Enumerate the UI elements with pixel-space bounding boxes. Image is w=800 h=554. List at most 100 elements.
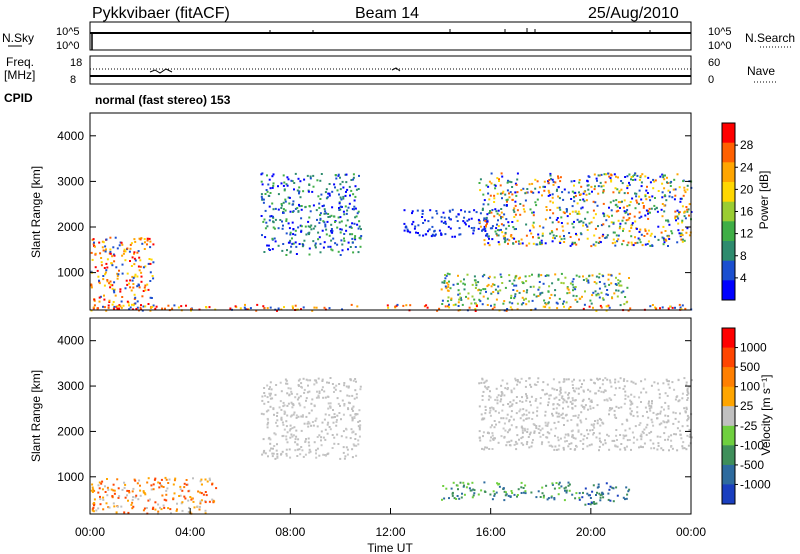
power-echo-cell-0: [314, 244, 317, 247]
velocity-echo-cell-1: [489, 439, 492, 442]
power-echo-cell-0: [323, 241, 326, 244]
velocity-echo-cell-0: [295, 429, 298, 432]
velocity-echo-cell-2: [165, 489, 168, 492]
velocity-cbar-tick-label: 100: [740, 380, 760, 394]
velocity-echo-cell-0: [338, 412, 341, 414]
velocity-echo-cell-1: [650, 384, 653, 387]
velocity-echo-cell-1: [582, 405, 584, 408]
velocity-echo-cell-0: [351, 448, 354, 451]
power-echo-cell-2: [481, 228, 484, 231]
power-cbar-tick-label: 16: [740, 205, 754, 219]
power-echo-cell-2: [686, 184, 689, 187]
power-echo-cell-0: [274, 218, 277, 221]
power-echo-cell-2: [493, 194, 496, 197]
velocity-echo-cell-1: [564, 433, 567, 436]
power-echo-cell-2: [612, 191, 615, 194]
power-echo-cell-2: [547, 194, 550, 197]
power-echo-cell-3: [129, 279, 132, 282]
velocity-echo-cell-0: [321, 421, 324, 424]
power-echo-cell-2: [626, 205, 629, 208]
power-echo-cell-0: [271, 186, 274, 189]
velocity-echo-cell-1: [500, 435, 503, 438]
velocity-echo-cell-1: [650, 418, 653, 421]
power-echo-cell-0: [343, 239, 346, 242]
velocity-echo-cell-1: [524, 385, 527, 388]
power-echo-cell-4: [525, 280, 528, 283]
velocity-echo-cell-1: [558, 404, 561, 407]
velocity-echo-cell-2: [159, 482, 161, 485]
velocity-echo-cell-2: [93, 502, 96, 504]
power-echo-cell-2: [632, 244, 635, 247]
power-echo-cell-3: [113, 260, 116, 263]
velocity-echo-cell-0: [322, 436, 325, 439]
velocity-echo-cell-0: [339, 457, 342, 460]
power-echo-cell-3: [138, 256, 141, 259]
power-echo-cell-3: [114, 236, 117, 239]
velocity-echo-cell-1: [492, 407, 495, 410]
power-echo-cell-0: [345, 212, 348, 215]
power-echo-cell-4: [444, 277, 447, 280]
power-echo-cell-0: [349, 246, 352, 248]
velocity-echo-cell-1: [613, 394, 616, 396]
power-echo-cell-3: [112, 246, 115, 249]
power-echo-cell-2: [557, 175, 559, 178]
power-echo-cell-4: [560, 281, 563, 284]
power-echo-cell-4: [607, 278, 610, 281]
power-echo-cell-2: [615, 199, 618, 202]
velocity-echo-cell-1: [596, 377, 599, 380]
power-echo-cell-2: [563, 237, 566, 240]
velocity-cbar-swatch: [722, 425, 735, 446]
velocity-echo-cell-1: [495, 387, 498, 390]
velocity-echo-cell-3: [524, 484, 527, 487]
velocity-echo-cell-1: [488, 395, 491, 398]
velocity-echo-cell-2: [164, 476, 167, 479]
velocity-echo-cell-1: [579, 440, 582, 442]
velocity-echo-cell-3: [522, 491, 525, 494]
power-echo-cell-2: [582, 192, 585, 195]
power-echo-cell-2: [661, 236, 664, 239]
power-echo-cell-2: [556, 188, 558, 191]
velocity-echo-cell-2: [185, 479, 188, 481]
velocity-echo-cell-1: [559, 386, 562, 389]
power-echo-cell-2: [487, 203, 490, 206]
velocity-echo-cell-2: [163, 506, 166, 509]
power-echo-cell-2: [579, 199, 582, 201]
power-echo-cell-3: [93, 245, 96, 248]
velocity-echo-cell-1: [559, 388, 562, 391]
velocity-echo-cell-2: [189, 496, 192, 498]
power-echo-cell-5: [243, 306, 246, 309]
velocity-echo-cell-1: [531, 441, 534, 444]
power-echo-cell-2: [608, 175, 611, 178]
velocity-echo-cell-1: [514, 379, 517, 382]
power-echo-cell-2: [541, 232, 544, 235]
power-echo-cell-2: [627, 241, 630, 244]
power-echo-cell-2: [647, 212, 649, 215]
power-echo-cell-2: [581, 206, 584, 209]
velocity-echo-cell-2: [188, 506, 190, 509]
power-echo-cell-0: [342, 195, 345, 198]
power-echo-cell-3: [134, 240, 137, 243]
power-echo-cell-2: [674, 215, 677, 218]
power-echo-cell-4: [571, 280, 574, 283]
velocity-echo-cell-0: [359, 424, 362, 427]
velocity-echo-cell-0: [302, 455, 305, 458]
power-echo-cell-0: [270, 215, 273, 218]
velocity-echo-cell-3: [505, 491, 507, 494]
power-echo-cell-5: [402, 304, 405, 307]
velocity-echo-cell-1: [478, 430, 481, 433]
power-echo-cell-4: [574, 286, 577, 288]
velocity-echo-cell-1: [567, 397, 570, 400]
velocity-echo-cell-0: [335, 424, 338, 427]
velocity-echo-cell-0: [267, 421, 270, 424]
velocity-echo-cell-1: [667, 405, 670, 408]
velocity-echo-cell-2: [176, 502, 178, 505]
power-echo-cell-3: [146, 239, 149, 242]
power-echo-cell-3: [123, 250, 126, 253]
velocity-echo-cell-0: [328, 381, 330, 384]
power-echo-cell-2: [630, 227, 633, 229]
power-echo-cell-4: [578, 275, 581, 278]
velocity-echo-cell-2: [123, 511, 126, 514]
velocity-echo-cell-2: [165, 478, 168, 481]
velocity-echo-cell-1: [506, 431, 509, 434]
power-echo-cell-4: [610, 282, 613, 285]
